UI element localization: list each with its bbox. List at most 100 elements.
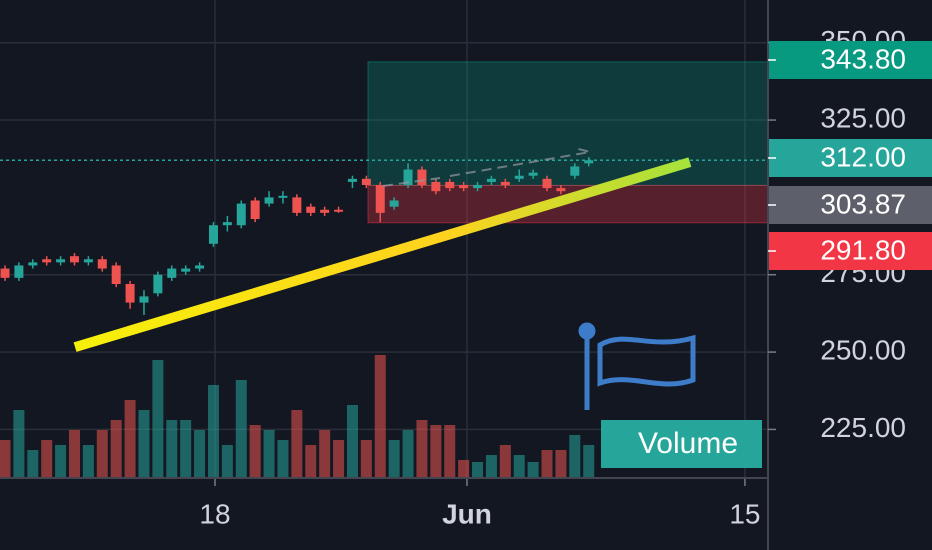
- stop-zone: [367, 184, 769, 224]
- volume-bar: [194, 430, 206, 478]
- volume-bar: [333, 440, 345, 478]
- price-axis: [768, 0, 932, 550]
- candle-body: [542, 178, 552, 189]
- volume-bar: [263, 430, 275, 478]
- volume-bar: [583, 445, 595, 478]
- flag-icon: [578, 322, 696, 410]
- candle-body: [56, 259, 66, 263]
- volume-bar: [472, 462, 484, 478]
- volume-label-box: [601, 420, 762, 468]
- candle-body: [97, 259, 107, 269]
- volume-bar: [68, 430, 80, 478]
- volume-bar: [166, 420, 178, 478]
- candle-body: [208, 225, 218, 244]
- candle-body: [222, 222, 232, 226]
- candle-body: [431, 181, 441, 192]
- x-tick-label: Jun: [442, 498, 492, 529]
- volume-bar: [82, 445, 94, 478]
- candle-body: [306, 206, 316, 213]
- candle-body: [195, 265, 205, 269]
- candle-body: [14, 265, 24, 278]
- volume-bar: [55, 445, 67, 478]
- volume-bar: [360, 440, 372, 478]
- candle-body: [28, 262, 38, 266]
- candle-body: [417, 169, 427, 186]
- candle-body: [236, 203, 246, 226]
- volume-bar: [291, 410, 303, 478]
- volume-bar: [13, 410, 25, 478]
- trendline: [73, 157, 692, 352]
- volume-bar: [124, 400, 136, 478]
- candle-body: [42, 259, 52, 263]
- volume-bar: [541, 450, 553, 478]
- candle-body: [459, 185, 469, 189]
- volume-bar: [235, 380, 247, 478]
- volume-bar: [402, 430, 414, 478]
- volume-bar: [388, 440, 400, 478]
- target-zone: [367, 61, 769, 186]
- price-label: 303.87: [820, 188, 906, 219]
- volume-bar: [319, 430, 331, 478]
- x-tick-label: 15: [729, 498, 760, 529]
- candle-body: [584, 160, 594, 164]
- candle-body: [473, 185, 483, 189]
- candle-body: [125, 284, 135, 303]
- volume-bar: [485, 455, 497, 478]
- volume-bar: [221, 445, 233, 478]
- candle-body: [445, 181, 455, 189]
- candle-body: [320, 209, 330, 213]
- price-label-box: [769, 232, 932, 270]
- candle-body: [514, 175, 524, 179]
- price-label: 312.00: [820, 141, 906, 172]
- volume-bar: [96, 430, 108, 478]
- volume-bar: [374, 355, 386, 478]
- x-tick-label: 18: [199, 498, 230, 529]
- candle-body: [264, 197, 274, 204]
- flag-knob: [578, 322, 596, 340]
- volume-label: Volume: [638, 427, 738, 460]
- candle-body: [167, 268, 177, 278]
- candle-body: [403, 169, 413, 186]
- volume-bar: [207, 385, 219, 478]
- candle-body: [250, 200, 260, 220]
- volume-bar: [27, 450, 39, 478]
- candle-body: [139, 296, 149, 303]
- volume-bar: [569, 435, 581, 478]
- candle-body: [389, 200, 399, 207]
- volume-bar: [0, 440, 11, 478]
- candle-body: [347, 178, 357, 182]
- volume-bar: [346, 405, 358, 478]
- candle-body: [556, 188, 566, 192]
- volume-bar: [416, 420, 428, 478]
- flag-cloth: [597, 334, 696, 387]
- volume-bar: [430, 425, 442, 478]
- volume-bar: [41, 440, 53, 478]
- price-label-box: [769, 41, 932, 79]
- candle-body: [69, 256, 79, 263]
- candle-body: [153, 274, 163, 294]
- candle-body: [292, 197, 302, 213]
- price-label: 343.80: [820, 43, 906, 74]
- volume-bar: [444, 425, 456, 478]
- volume-bar: [305, 445, 317, 478]
- volume-bar: [513, 455, 525, 478]
- candle-body: [181, 268, 191, 272]
- projection: [382, 147, 591, 187]
- candle-body: [334, 209, 344, 212]
- candle-body: [500, 181, 510, 186]
- volume-bar: [138, 410, 150, 478]
- volume-bar: [249, 425, 261, 478]
- volume-bar: [499, 445, 511, 478]
- volume-bar: [152, 360, 164, 478]
- candle-body: [486, 178, 496, 182]
- y-tick-label: 325.00: [820, 102, 906, 133]
- candle-body: [0, 268, 10, 278]
- candle-body: [278, 195, 288, 198]
- candle-body: [361, 178, 371, 186]
- volume-bar: [277, 440, 289, 478]
- volume-bar: [180, 420, 192, 478]
- volume-bar: [110, 420, 122, 478]
- candle-body: [570, 166, 580, 176]
- candle-body: [528, 172, 538, 176]
